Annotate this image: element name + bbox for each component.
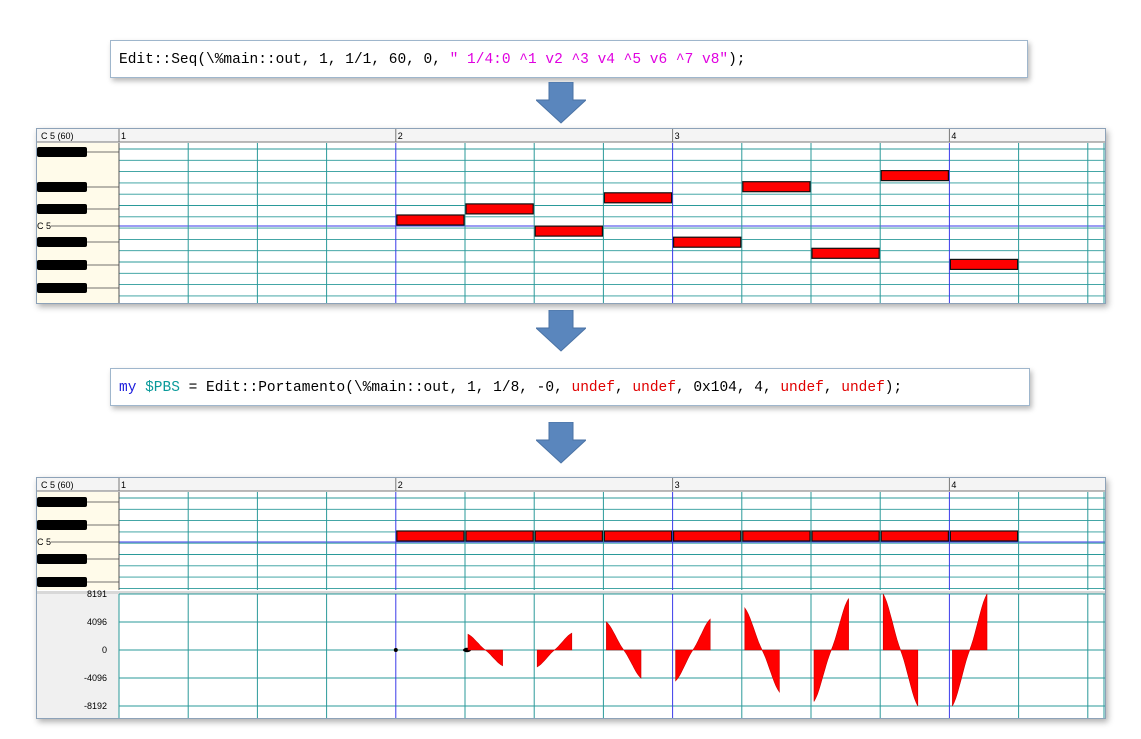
black-key bbox=[37, 577, 87, 587]
ruler-bar bbox=[37, 478, 1105, 491]
code2-sep: , bbox=[615, 380, 633, 396]
code2-mid: = Edit::Portamento(\%main::out, 1, 1/8, … bbox=[179, 380, 572, 396]
note bbox=[811, 530, 880, 542]
code2-sep: , bbox=[823, 380, 842, 396]
bend-value-label: 0 bbox=[102, 645, 107, 655]
note bbox=[672, 530, 742, 542]
code2-undef: undef bbox=[571, 380, 616, 396]
piano-roll-seq: C 5 (60) 1 2 3 4 C 5 bbox=[36, 128, 1106, 304]
black-key bbox=[37, 520, 87, 530]
measure-number: 3 bbox=[675, 480, 680, 490]
down-arrow-icon bbox=[536, 82, 586, 124]
pitch-readout: C 5 (60) bbox=[41, 480, 74, 490]
measure-number: 4 bbox=[951, 131, 956, 141]
measure-number: 4 bbox=[951, 480, 956, 490]
code2-keyword: my bbox=[119, 380, 137, 396]
code2-undef: undef bbox=[780, 380, 824, 396]
portamento-code-box: my $PBS = Edit::Portamento(\%main::out, … bbox=[110, 368, 1030, 406]
piano-roll-portamento-canvas: C 5 (60) 1 2 3 4 C 5 8191 4096 0 -4096 -8192 bbox=[37, 478, 1105, 718]
black-key bbox=[37, 554, 87, 564]
bend-curve bbox=[606, 621, 642, 679]
note bbox=[742, 181, 811, 193]
note bbox=[811, 247, 880, 259]
note bbox=[949, 258, 1019, 270]
code2-variable: $PBS bbox=[145, 380, 180, 396]
bend-value-label: 8191 bbox=[87, 589, 107, 599]
piano-roll-portamento: C 5 (60) 1 2 3 4 C 5 8191 4096 0 -4096 -8192 bbox=[36, 477, 1106, 719]
bend-value-label: 4096 bbox=[87, 617, 107, 627]
ruler-bar bbox=[37, 129, 1105, 142]
black-key bbox=[37, 260, 87, 270]
down-arrow-icon bbox=[536, 422, 586, 464]
note bbox=[742, 530, 811, 542]
bend-curve bbox=[744, 606, 780, 694]
note bbox=[534, 530, 604, 542]
code2-sep: , 0x104, 4, bbox=[675, 380, 781, 396]
bend-curve bbox=[952, 593, 988, 707]
code1-suffix: ); bbox=[728, 52, 746, 68]
bend-value-label: -8192 bbox=[84, 701, 107, 711]
black-key bbox=[37, 283, 87, 293]
bend-curve bbox=[675, 618, 711, 682]
c5-label: C 5 bbox=[37, 537, 51, 547]
measure-number: 1 bbox=[121, 131, 126, 141]
seq-code-box: Edit::Seq(\%main::out, 1, 1/1, 60, 0, " … bbox=[110, 40, 1028, 78]
black-key bbox=[37, 237, 87, 247]
code1-string: " 1/4:0 ^1 v2 ^3 v4 ^5 v6 ^7 v8" bbox=[449, 52, 729, 68]
code1-prefix: Edit::Seq(\%main::out, 1, 1/1, 60, 0, bbox=[119, 52, 450, 68]
black-key bbox=[37, 147, 87, 157]
keyboard bbox=[37, 492, 119, 590]
bend-curve bbox=[882, 593, 919, 707]
note bbox=[396, 214, 465, 226]
bend-curve bbox=[813, 598, 849, 702]
bend-curve bbox=[536, 632, 573, 668]
note bbox=[603, 192, 673, 204]
bend-start-point bbox=[393, 648, 398, 652]
pitch-readout: C 5 (60) bbox=[41, 131, 74, 141]
c5-label: C 5 bbox=[37, 221, 51, 231]
code2-undef: undef bbox=[632, 380, 676, 396]
measure-number: 1 bbox=[121, 480, 126, 490]
measure-number: 2 bbox=[398, 480, 403, 490]
note bbox=[880, 530, 950, 542]
bend-axis-panel bbox=[37, 594, 119, 718]
note bbox=[534, 225, 604, 237]
keyboard bbox=[37, 143, 119, 303]
measure-number: 3 bbox=[675, 131, 680, 141]
note bbox=[465, 203, 534, 215]
down-arrow-icon bbox=[536, 310, 586, 352]
note bbox=[672, 236, 742, 248]
black-key bbox=[37, 204, 87, 214]
bend-value-label: -4096 bbox=[84, 673, 107, 683]
lane-splitter bbox=[37, 591, 1105, 594]
black-key bbox=[37, 497, 87, 507]
note bbox=[949, 530, 1019, 542]
code2-undef: undef bbox=[841, 380, 885, 396]
note bbox=[396, 530, 465, 542]
measure-number: 2 bbox=[398, 131, 403, 141]
note bbox=[880, 169, 950, 182]
piano-roll-seq-canvas: C 5 (60) 1 2 3 4 C 5 bbox=[37, 129, 1105, 303]
black-key bbox=[37, 182, 87, 192]
note bbox=[465, 530, 534, 542]
code2-suffix: ); bbox=[884, 380, 903, 396]
bend-curve bbox=[467, 633, 503, 667]
note bbox=[603, 530, 673, 542]
